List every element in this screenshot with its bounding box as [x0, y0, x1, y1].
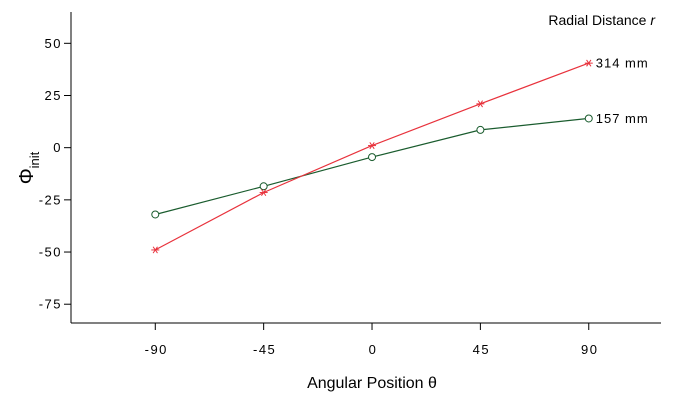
y-tick-label: 25 — [45, 88, 62, 103]
data-point — [584, 114, 593, 123]
data-point — [259, 189, 268, 197]
y-tick-label: -75 — [39, 297, 62, 312]
data-point — [476, 125, 485, 134]
series-label: 314 mm — [596, 56, 649, 71]
y-axis-title-main: Φ — [16, 168, 38, 184]
y-tick-label: 50 — [45, 36, 62, 51]
x-tick-label: 90 — [581, 342, 598, 357]
x-tick-label: -45 — [253, 342, 276, 357]
x-axis-title: Angular Position θ — [307, 375, 437, 392]
series-label: 157 mm — [596, 111, 649, 126]
x-tick-label: 0 — [369, 342, 378, 357]
y-tick-label: -50 — [39, 245, 62, 260]
x-tick-label: -90 — [145, 342, 168, 357]
y-axis-title: Φinit — [16, 151, 42, 184]
data-point — [476, 100, 485, 108]
y-tick-label: -25 — [39, 192, 62, 207]
y-axis-title-sub: init — [27, 151, 42, 168]
y-ticks: 50 25 0 -25 -50 -75 — [39, 36, 71, 312]
data-point — [259, 182, 268, 191]
data-point — [368, 142, 377, 150]
series-314-mm: 314 mm — [151, 56, 648, 254]
plot-area — [70, 12, 661, 324]
legend-title: Radial Distance r — [548, 12, 656, 28]
x-ticks: -90 -45 0 45 90 — [145, 323, 598, 357]
y-tick-label: 0 — [53, 140, 62, 155]
series-layer: 157 mm 314 mm — [151, 56, 648, 254]
data-point — [151, 210, 160, 219]
data-point — [584, 59, 593, 67]
data-point — [368, 153, 377, 162]
legend-title-var: r — [650, 12, 656, 28]
x-tick-label: 45 — [473, 342, 490, 357]
legend-title-prefix: Radial Distance — [548, 12, 650, 28]
data-point — [151, 246, 160, 254]
series-line — [155, 117, 589, 216]
series-157-mm: 157 mm — [151, 111, 649, 219]
